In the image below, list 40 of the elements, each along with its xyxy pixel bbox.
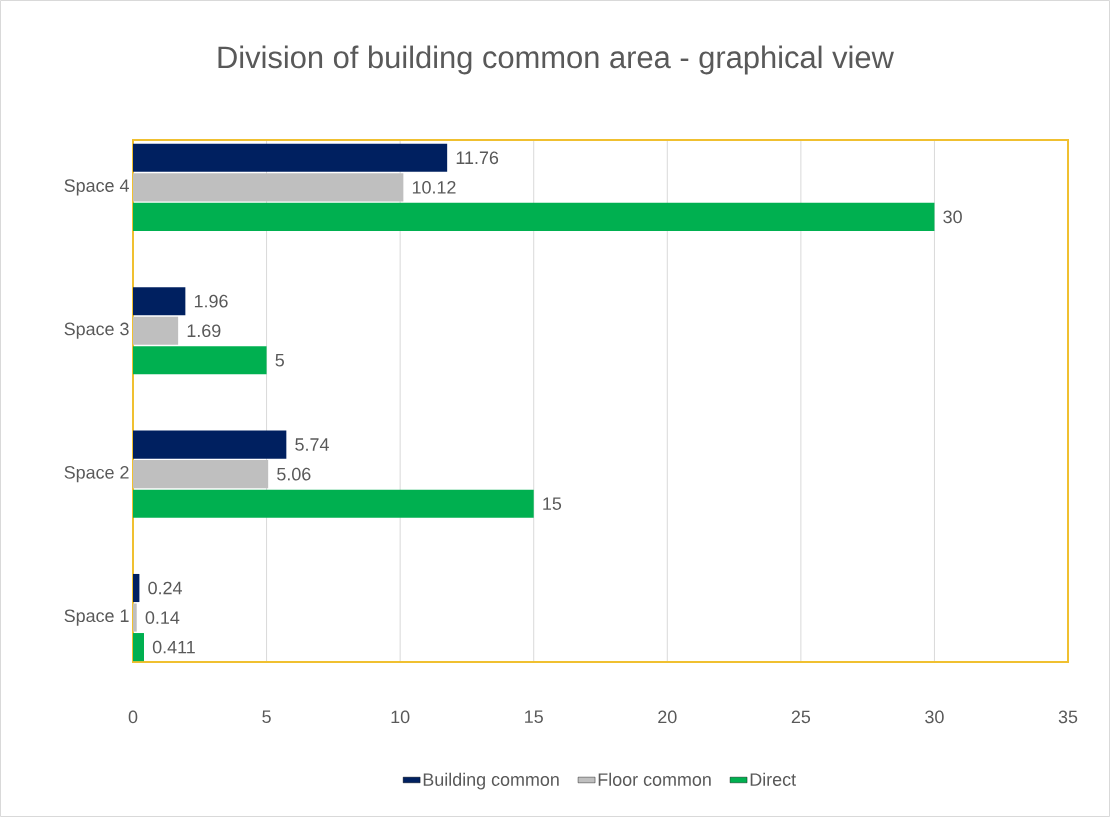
bar: [133, 346, 267, 375]
y-tick-label: Space 3: [64, 322, 129, 339]
x-tick-label: 15: [525, 710, 543, 724]
x-tick-label: 25: [791, 710, 811, 724]
data-label: 1.69: [187, 324, 221, 338]
data-label: 1.96: [194, 294, 228, 308]
bar: [133, 460, 269, 489]
legend-label: Building common: [423, 772, 559, 790]
bar: [133, 143, 448, 172]
x-tick-label: 10: [391, 710, 410, 724]
bar: [133, 573, 140, 603]
bar: [133, 603, 137, 632]
data-label: 10.12: [412, 180, 456, 194]
x-tick-label: 30: [925, 710, 944, 724]
y-tick-label: Space 2: [64, 466, 129, 483]
data-label: 5: [275, 354, 284, 367]
x-tick-label: 0: [128, 710, 138, 724]
x-tick-label: 35: [1058, 710, 1078, 724]
bar: [133, 430, 287, 459]
data-label: 0.14: [145, 611, 180, 624]
y-tick-label: Space 1: [64, 609, 129, 626]
bar: [133, 173, 404, 202]
x-tick-label: 5: [262, 710, 271, 724]
data-label: 30: [943, 210, 962, 224]
data-label: 5.74: [295, 438, 329, 451]
legend-label: Direct: [750, 772, 796, 786]
legend-label: Floor common: [598, 772, 711, 786]
bar: [133, 202, 935, 231]
bar: [133, 489, 534, 518]
x-tick-label: 20: [658, 710, 677, 724]
data-label: 15: [543, 497, 562, 510]
data-label: 11.76: [456, 151, 499, 165]
data-label: 0.411: [152, 640, 195, 654]
data-label: 0.24: [148, 581, 182, 595]
chart-title: Division of building common area - graphical view: [218, 45, 894, 75]
y-tick-label: Space 4: [64, 179, 129, 196]
data-label: 5.06: [277, 467, 311, 481]
bar: [133, 287, 186, 316]
bar: [133, 316, 179, 345]
bar: [133, 633, 144, 662]
